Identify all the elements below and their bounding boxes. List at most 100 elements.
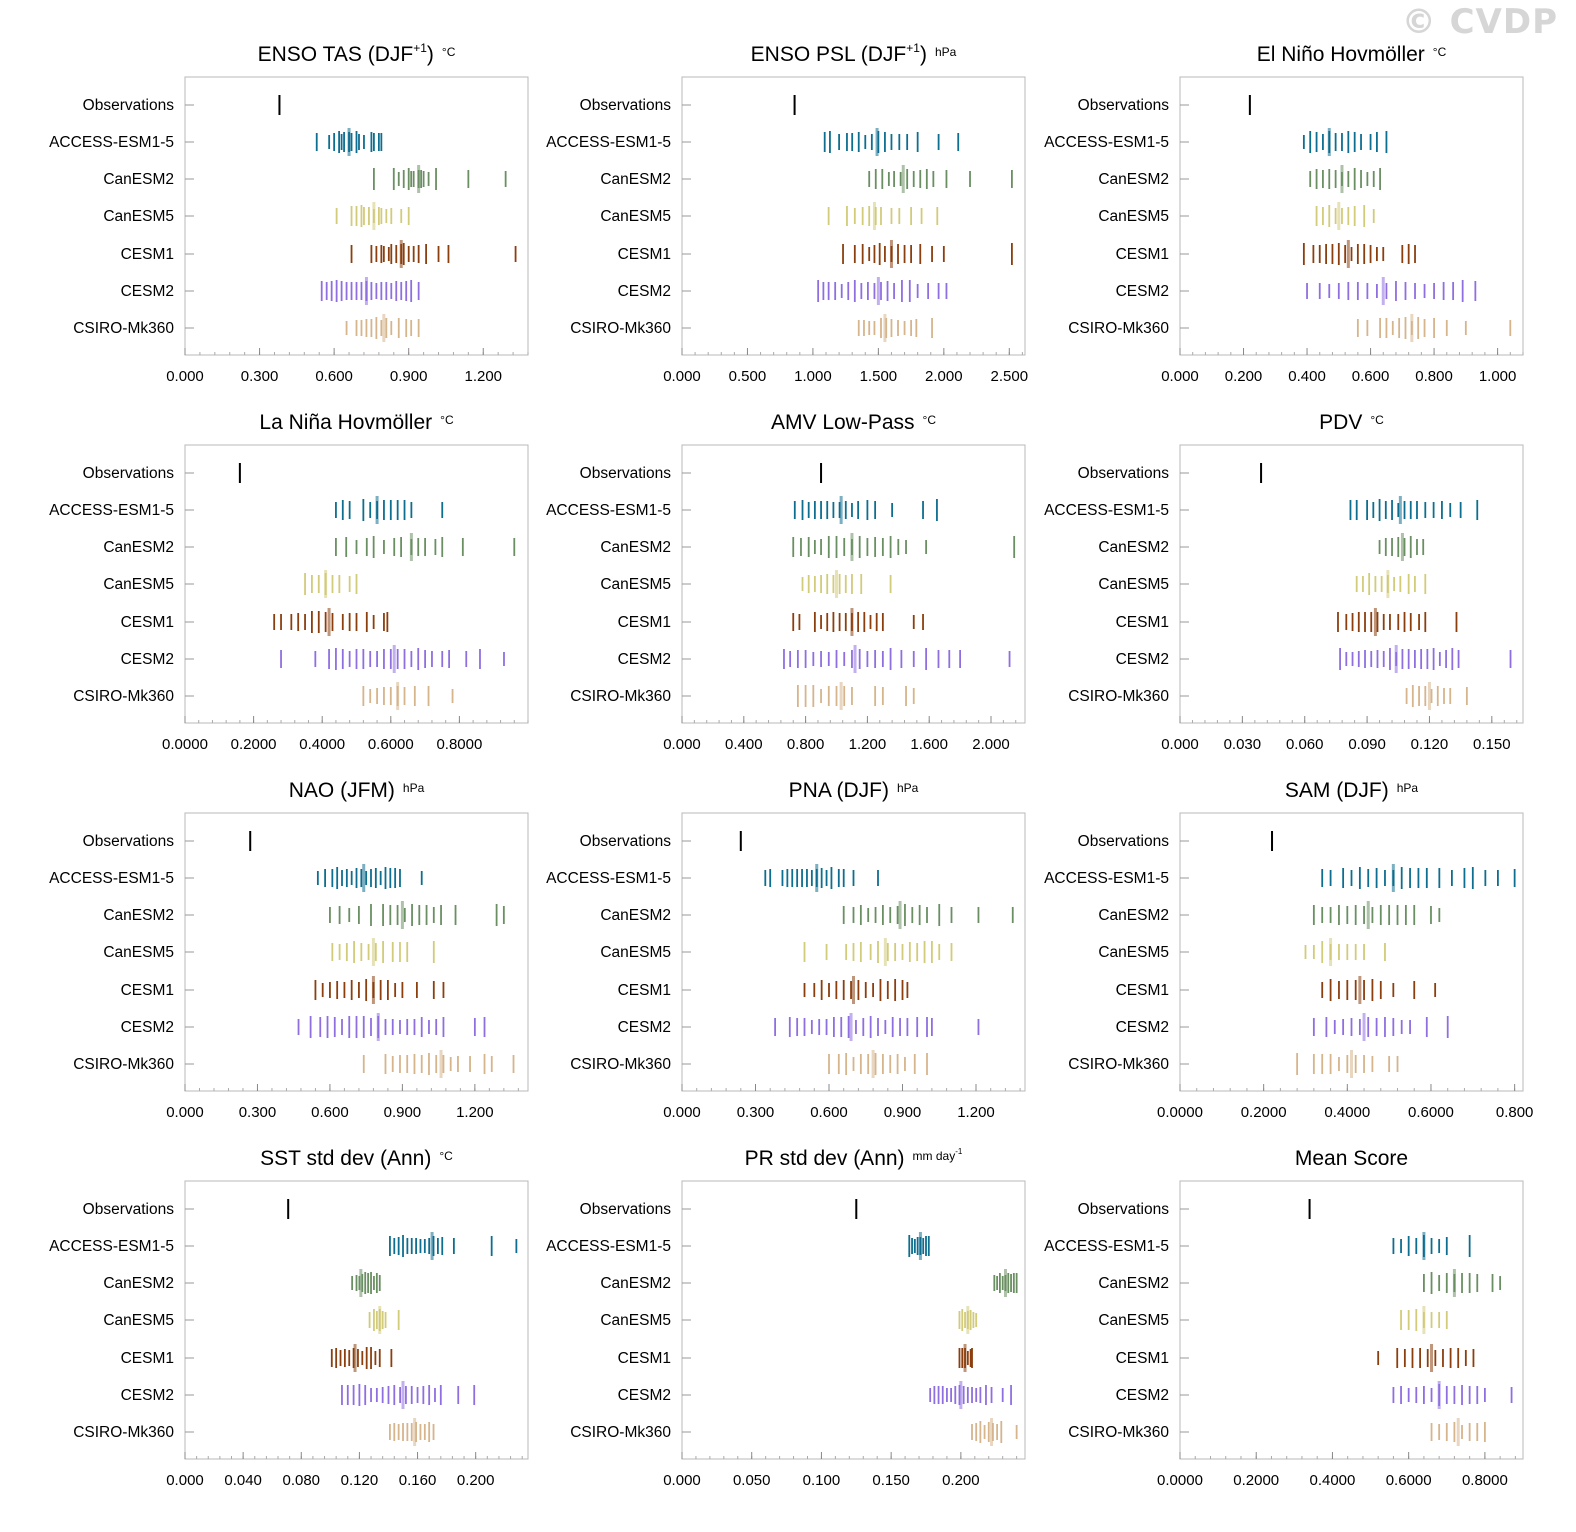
x-tick-label: 0.8000	[436, 736, 482, 753]
category-label: CanESM5	[103, 208, 174, 225]
x-tick-label: 0.900	[390, 368, 428, 385]
category-label: CSIRO-Mk360	[1068, 320, 1169, 337]
x-tick-label: 0.6000	[1386, 1472, 1432, 1489]
panel: NAO (JFM) hPa 0.000 0.300 0.600 0.900 1.200 Obs…	[49, 779, 529, 1121]
category-label: Observations	[580, 1201, 672, 1218]
category-label: ACCESS-ESM1-5	[1044, 870, 1169, 887]
panel-title: Mean Score	[1295, 1147, 1408, 1170]
category-label: Observations	[1078, 465, 1170, 482]
x-tick-label: 0.4000	[299, 736, 345, 753]
category-label: CESM1	[121, 246, 174, 263]
panel-title: La Niña Hovmöller °C	[259, 411, 454, 434]
x-tick-label: 0.000	[663, 368, 701, 385]
category-label: CanESM5	[103, 944, 174, 961]
x-tick-label: 0.2000	[1233, 1472, 1279, 1489]
category-label: CESM1	[121, 614, 174, 631]
category-label: CanESM5	[600, 1312, 671, 1329]
category-label: CanESM2	[600, 171, 671, 188]
category-label: ACCESS-ESM1-5	[1044, 1238, 1169, 1255]
x-tick-label: 0.030	[1224, 736, 1262, 753]
cvdp-watermark: © CVDP	[1401, 2, 1558, 42]
x-tick-label: 0.0000	[1157, 1472, 1203, 1489]
category-label: ACCESS-ESM1-5	[1044, 502, 1169, 519]
category-label: ACCESS-ESM1-5	[546, 870, 671, 887]
category-label: CanESM2	[1098, 539, 1169, 556]
x-tick-label: 0.100	[803, 1472, 841, 1489]
category-label: ACCESS-ESM1-5	[49, 1238, 174, 1255]
category-label: Observations	[1078, 833, 1170, 850]
category-label: CanESM5	[600, 208, 671, 225]
panel-title: El Niño Hovmöller °C	[1257, 43, 1447, 66]
x-tick-label: 0.000	[166, 368, 204, 385]
panel: ENSO PSL (DJF+1) hPa 0.000 0.500 1.000 1.500 2…	[546, 41, 1028, 385]
category-label: CSIRO-Mk360	[1068, 1424, 1169, 1441]
category-label: CESM1	[618, 614, 671, 631]
category-label: CanESM5	[1098, 1312, 1169, 1329]
x-tick-label: 0.090	[1348, 736, 1386, 753]
x-tick-label: 0.200	[942, 1472, 980, 1489]
x-tick-label: 0.6000	[368, 736, 414, 753]
category-label: Observations	[83, 1201, 175, 1218]
category-label: CanESM5	[600, 944, 671, 961]
category-label: CanESM2	[600, 1275, 671, 1292]
x-tick-label: 0.800	[1496, 1104, 1534, 1121]
x-tick-label: 0.600	[810, 1104, 848, 1121]
x-tick-label: 0.000	[166, 1472, 204, 1489]
x-tick-label: 1.200	[456, 1104, 494, 1121]
category-label: CESM2	[121, 651, 174, 668]
panel: PDV °C 0.000 0.030 0.060 0.090 0.120 0.150 Obser…	[1044, 411, 1524, 753]
x-tick-label: 0.0000	[1157, 1104, 1203, 1121]
category-label: ACCESS-ESM1-5	[49, 134, 174, 151]
category-label: CESM1	[618, 982, 671, 999]
x-tick-label: 1.000	[1479, 368, 1517, 385]
category-label: ACCESS-ESM1-5	[546, 1238, 671, 1255]
category-label: CanESM2	[103, 907, 174, 924]
x-tick-label: 0.4000	[1324, 1104, 1370, 1121]
category-label: CESM2	[618, 1387, 671, 1404]
category-label: CESM1	[121, 1350, 174, 1367]
category-label: CSIRO-Mk360	[570, 1424, 671, 1441]
category-label: Observations	[83, 465, 175, 482]
category-label: CESM2	[121, 283, 174, 300]
category-label: CanESM2	[600, 539, 671, 556]
panel: ENSO TAS (DJF+1) °C 0.000 0.300 0.600 0.900 1.…	[49, 41, 529, 385]
x-tick-label: 0.800	[1415, 368, 1453, 385]
x-tick-label: 0.050	[733, 1472, 771, 1489]
plot-frame	[184, 1180, 529, 1460]
category-label: CanESM2	[600, 907, 671, 924]
category-label: ACCESS-ESM1-5	[546, 502, 671, 519]
category-label: CESM2	[618, 1019, 671, 1036]
x-tick-label: 0.000	[1161, 368, 1199, 385]
category-label: ACCESS-ESM1-5	[49, 870, 174, 887]
category-label: CESM2	[121, 1019, 174, 1036]
panel-title: PDV °C	[1319, 411, 1384, 434]
x-tick-label: 0.400	[725, 736, 763, 753]
x-tick-label: 0.000	[663, 736, 701, 753]
x-tick-label: 1.200	[464, 368, 502, 385]
x-tick-label: 0.300	[239, 1104, 277, 1121]
category-label: CanESM2	[1098, 171, 1169, 188]
panel-title: SST std dev (Ann) °C	[260, 1147, 453, 1170]
x-tick-label: 0.600	[1352, 368, 1390, 385]
category-label: CanESM2	[1098, 907, 1169, 924]
category-label: CanESM5	[103, 576, 174, 593]
panel: PR std dev (Ann) mm day-1 0.000 0.050 0.100 0…	[546, 1147, 1026, 1489]
x-tick-label: 0.060	[1286, 736, 1324, 753]
category-label: Observations	[580, 465, 672, 482]
panel: AMV Low-Pass °C 0.000 0.400 0.800 1.200 1.600 2…	[546, 411, 1026, 753]
category-label: CESM1	[618, 246, 671, 263]
category-label: CanESM2	[103, 1275, 174, 1292]
category-label: CSIRO-Mk360	[570, 688, 671, 705]
category-label: ACCESS-ESM1-5	[1044, 134, 1169, 151]
category-label: CESM2	[618, 283, 671, 300]
plot-frame	[1179, 1180, 1524, 1460]
x-tick-label: 0.500	[729, 368, 767, 385]
x-tick-label: 1.200	[849, 736, 887, 753]
panel-title: AMV Low-Pass °C	[771, 411, 936, 434]
x-tick-label: 0.300	[241, 368, 279, 385]
x-tick-label: 2.000	[972, 736, 1010, 753]
category-label: CanESM5	[1098, 208, 1169, 225]
x-tick-label: 0.150	[872, 1472, 910, 1489]
x-tick-label: 0.600	[311, 1104, 349, 1121]
x-tick-label: 0.120	[341, 1472, 379, 1489]
